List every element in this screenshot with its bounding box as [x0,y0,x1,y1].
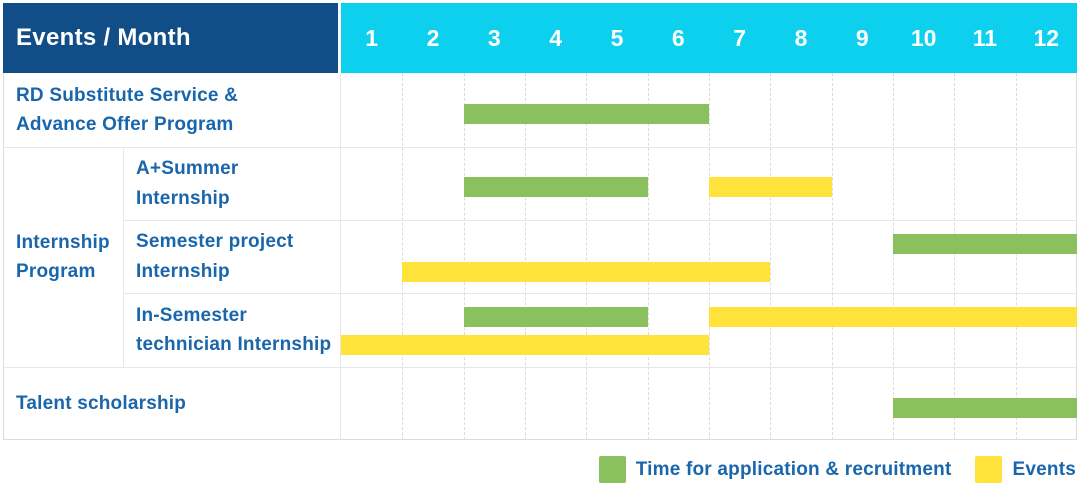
month-gridline [402,73,404,440]
month-header-cell: 4 [549,24,563,51]
month-header-cell: 1 [365,24,379,51]
month-header-cell: 6 [671,24,685,51]
row-separator [3,367,1077,368]
month-gridline [586,73,588,440]
month-header-cell: 12 [1033,24,1060,51]
month-header-cell: 7 [733,24,747,51]
gantt-bar-application_recruitment [893,233,1077,254]
month-header-cell: 5 [610,24,624,51]
gantt-bar-application_recruitment [893,397,1077,418]
legend-label-application-recruitment: Time for application & recruitment [635,458,952,480]
row-separator [123,293,1077,294]
events-month-header: Events / Month [3,3,338,73]
legend-item-application-recruitment: Time for application & recruitment [598,456,952,483]
gantt-bar-event [402,261,771,282]
gantt-bar-application_recruitment [463,307,648,328]
gantt-bar-application_recruitment [463,104,709,124]
row-separator [123,220,1077,221]
legend-label-events: Events [1012,458,1076,480]
row-label-talent-scholarship: Talent scholarship [16,392,187,414]
month-header-cell: 9 [855,24,869,51]
table-body-frame [3,73,1077,440]
month-gridline [1015,73,1017,440]
month-gridline [463,73,465,440]
month-header-cell: 3 [487,24,501,51]
month-gridline [770,73,772,440]
row-label-in-semester-technician-internship: In-Semester technician Internship [136,304,332,355]
gantt-bar-event [709,307,1077,328]
legend-swatch-yellow [975,456,1003,483]
row-label-semester-project-internship: Semester project Internship [136,231,294,282]
gantt-bar-application_recruitment [463,177,648,198]
month-header-row: 1 2 3 4 5 6 7 8 9 10 11 12 [341,3,1077,73]
month-header-cell: 11 [972,24,998,51]
month-gridline [525,73,526,440]
gantt-bar-event [341,335,709,356]
row-label-internship-program: Internship Program [16,231,110,282]
row-label-a-summer-internship: A+Summer Internship [136,158,239,209]
month-gridline [831,73,833,440]
row-separator [3,147,1077,148]
legend-swatch-green [598,456,626,483]
month-gridline [647,73,649,440]
month-header-cell: 8 [794,24,808,51]
month-gridline [709,73,710,440]
legend: Time for application & recruitment Event… [598,456,1076,483]
row-label-rd-substitute: RD Substitute Service & Advance Offer Pr… [16,84,239,135]
sublabel-column-divider [123,147,124,367]
month-header-cell: 2 [426,24,440,51]
gantt-grid [341,73,1077,440]
month-gridline [954,73,956,440]
gantt-bar-event [709,177,832,198]
legend-item-events: Events [975,456,1076,483]
month-header-cell: 10 [910,24,937,51]
label-grid-divider [340,73,341,440]
month-gridline [893,73,894,440]
